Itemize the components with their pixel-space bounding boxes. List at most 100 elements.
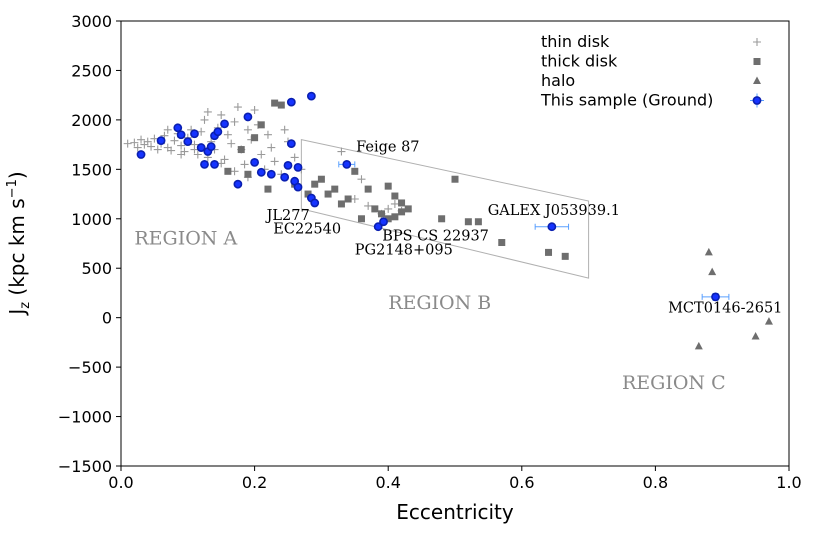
data-point (311, 180, 319, 188)
data-point (266, 169, 276, 179)
data-point (304, 190, 312, 198)
x-tick-label: 0.0 (108, 473, 133, 492)
data-point (379, 217, 388, 227)
data-point (223, 130, 232, 139)
data-point (293, 182, 303, 192)
data-point (176, 130, 186, 140)
y-tick-label: 2500 (71, 61, 112, 80)
data-point (143, 137, 152, 146)
data-point (153, 145, 162, 154)
y-tick-label: 1500 (71, 160, 112, 179)
data-point (561, 252, 569, 260)
legend-marker (753, 58, 761, 65)
y-tick-label: 500 (81, 259, 112, 278)
x-tick-label: 1.0 (776, 473, 801, 492)
x-axis-ticks: 0.0 0.2 0.4 0.6 0.8 1.0 (108, 466, 802, 492)
data-point (342, 159, 352, 169)
data-point (384, 215, 392, 223)
y-axis-label-exp: −1 (5, 179, 20, 198)
annotation-label: BPS CS 22937 (382, 229, 489, 245)
annotation-label: EC22540 (273, 222, 341, 238)
series-this-sample-ground- (136, 91, 730, 302)
data-point (384, 182, 392, 190)
data-point (271, 99, 279, 107)
data-point (217, 110, 226, 119)
x-tick-label: 0.6 (509, 473, 534, 492)
y-tick-label: 0 (102, 309, 112, 328)
data-point (210, 159, 219, 169)
data-point (167, 146, 176, 155)
data-point (438, 215, 446, 223)
data-point (711, 292, 720, 302)
data-point (243, 125, 252, 134)
data-point (243, 112, 253, 122)
region-label: REGION B (388, 292, 491, 314)
data-point (206, 142, 216, 151)
data-point (404, 205, 412, 213)
data-point (371, 205, 379, 213)
annotation-label: GALEX J053939.1 (488, 203, 620, 219)
data-point (286, 97, 296, 107)
series-thin-disk (123, 103, 406, 218)
data-point (156, 136, 166, 146)
data-point (337, 147, 346, 156)
data-point (263, 130, 272, 139)
y-tick-label: −1500 (58, 457, 112, 476)
series-thick-disk (224, 99, 569, 260)
data-point (197, 127, 206, 136)
data-point (464, 218, 472, 226)
data-point (547, 222, 557, 232)
x-tick-label: 0.2 (242, 473, 267, 492)
data-point (170, 136, 179, 145)
data-point (306, 91, 316, 101)
data-point (317, 175, 325, 183)
data-point (373, 222, 383, 232)
data-point (391, 192, 399, 200)
data-point (173, 123, 183, 133)
annotation-label: MCT0146-2651 (668, 301, 782, 317)
data-point (133, 143, 142, 152)
data-point (193, 150, 202, 159)
x-axis-label: Eccentricity (396, 500, 514, 524)
series-halo (694, 247, 773, 350)
data-point (200, 159, 209, 169)
data-point (280, 172, 290, 182)
data-point (196, 143, 206, 152)
data-point (764, 317, 773, 325)
data-point (237, 146, 245, 154)
data-point (324, 190, 332, 198)
y-tick-label: 1000 (71, 210, 112, 229)
data-point (220, 119, 229, 129)
data-point (267, 143, 276, 152)
data-point (230, 117, 239, 126)
y-tick-label: −1000 (58, 408, 112, 427)
x-tick-label: 0.4 (375, 473, 400, 492)
data-point (220, 155, 229, 164)
data-point (130, 138, 139, 147)
y-axis-ticks: −1500 −1000 −500 0 500 1000 1500 2000 2500 3000 (58, 12, 121, 476)
data-point (331, 185, 339, 193)
legend-marker (753, 76, 761, 84)
y-axis-label-close: ) (5, 171, 29, 179)
data-point (398, 208, 406, 216)
data-point (290, 153, 299, 162)
data-point (251, 134, 259, 142)
data-point (283, 160, 293, 170)
data-marks (123, 91, 773, 350)
data-point (163, 125, 172, 134)
data-point (250, 106, 259, 114)
y-axis-label: Jz (kpc km s−1) (5, 171, 33, 316)
region-label: REGION C (622, 372, 726, 394)
y-axis-label-units: (kpc km s (5, 198, 29, 302)
data-point (233, 103, 242, 112)
legend-label: This sample (Ground) (540, 91, 713, 110)
data-point (293, 162, 303, 172)
data-point (177, 141, 186, 150)
data-point (378, 210, 386, 218)
data-point (224, 167, 232, 175)
data-point (257, 150, 266, 159)
data-point (150, 134, 159, 143)
y-axis-label-main: J (5, 309, 29, 317)
